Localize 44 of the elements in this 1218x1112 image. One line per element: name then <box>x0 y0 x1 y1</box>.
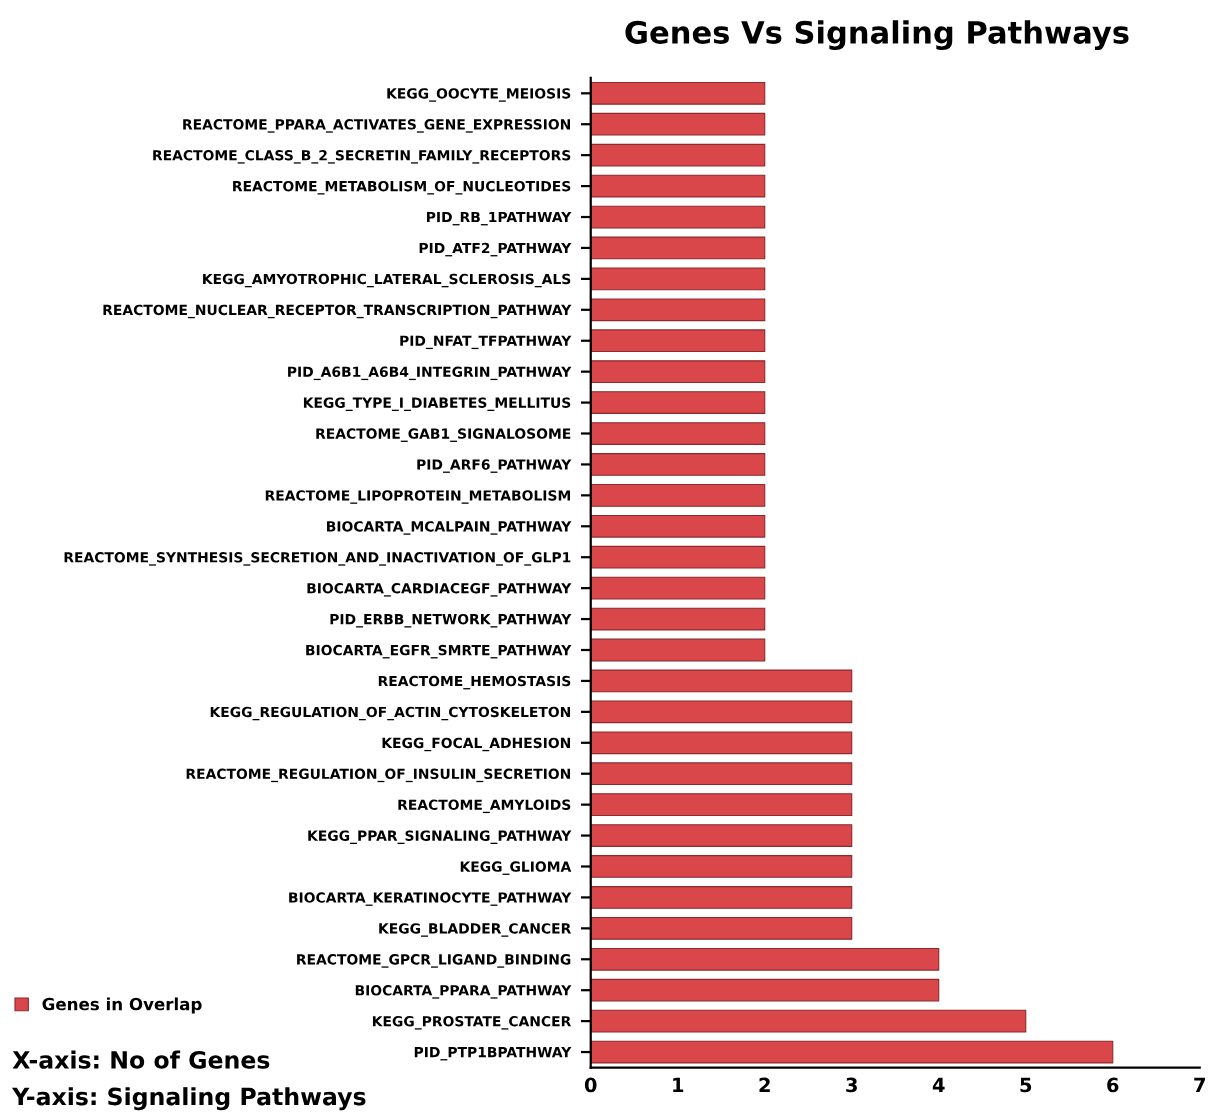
bar <box>590 1040 1114 1064</box>
bar <box>590 576 766 600</box>
bar <box>590 112 766 136</box>
bar <box>590 143 766 167</box>
x-tick-label: 5 <box>1020 1077 1032 1093</box>
x-tick-label: 6 <box>1107 1077 1119 1093</box>
bar <box>590 514 766 538</box>
bar <box>590 978 940 1002</box>
bar <box>590 174 766 198</box>
bar <box>590 391 766 414</box>
x-tick-label: 3 <box>846 1077 857 1093</box>
bar <box>590 762 853 786</box>
bar <box>590 824 853 847</box>
bar <box>590 81 766 105</box>
text: Y-axis: Signaling Pathways <box>11 1087 366 1111</box>
bar <box>590 700 853 724</box>
bar <box>590 267 766 291</box>
bar <box>590 453 766 476</box>
bar <box>590 360 766 384</box>
x-tick-label: 4 <box>932 1077 945 1093</box>
text: X-axis: No of Genes <box>12 1050 270 1069</box>
bar <box>590 205 766 229</box>
bar <box>590 947 940 971</box>
x-tick-label: 2 <box>759 1077 770 1093</box>
bar <box>590 855 853 878</box>
x-tick-label: 7 <box>1194 1077 1205 1093</box>
bar <box>590 916 853 940</box>
bar <box>590 607 766 631</box>
bar <box>590 793 853 817</box>
bar <box>590 298 766 322</box>
bar <box>590 483 766 507</box>
bar <box>590 236 766 260</box>
bar <box>590 545 766 569</box>
x-tick-label: 0 <box>584 1077 597 1093</box>
chart-title: Genes Vs Signaling Pathways <box>625 20 1129 51</box>
bar <box>590 886 853 909</box>
bar <box>590 731 853 755</box>
x-tick-label: 1 <box>673 1077 684 1093</box>
bar <box>590 638 766 662</box>
bar <box>590 422 766 445</box>
bar <box>590 669 853 693</box>
bar <box>590 329 766 353</box>
bar <box>590 1009 1027 1033</box>
legend-label: Genes in Overlap <box>42 997 202 1014</box>
